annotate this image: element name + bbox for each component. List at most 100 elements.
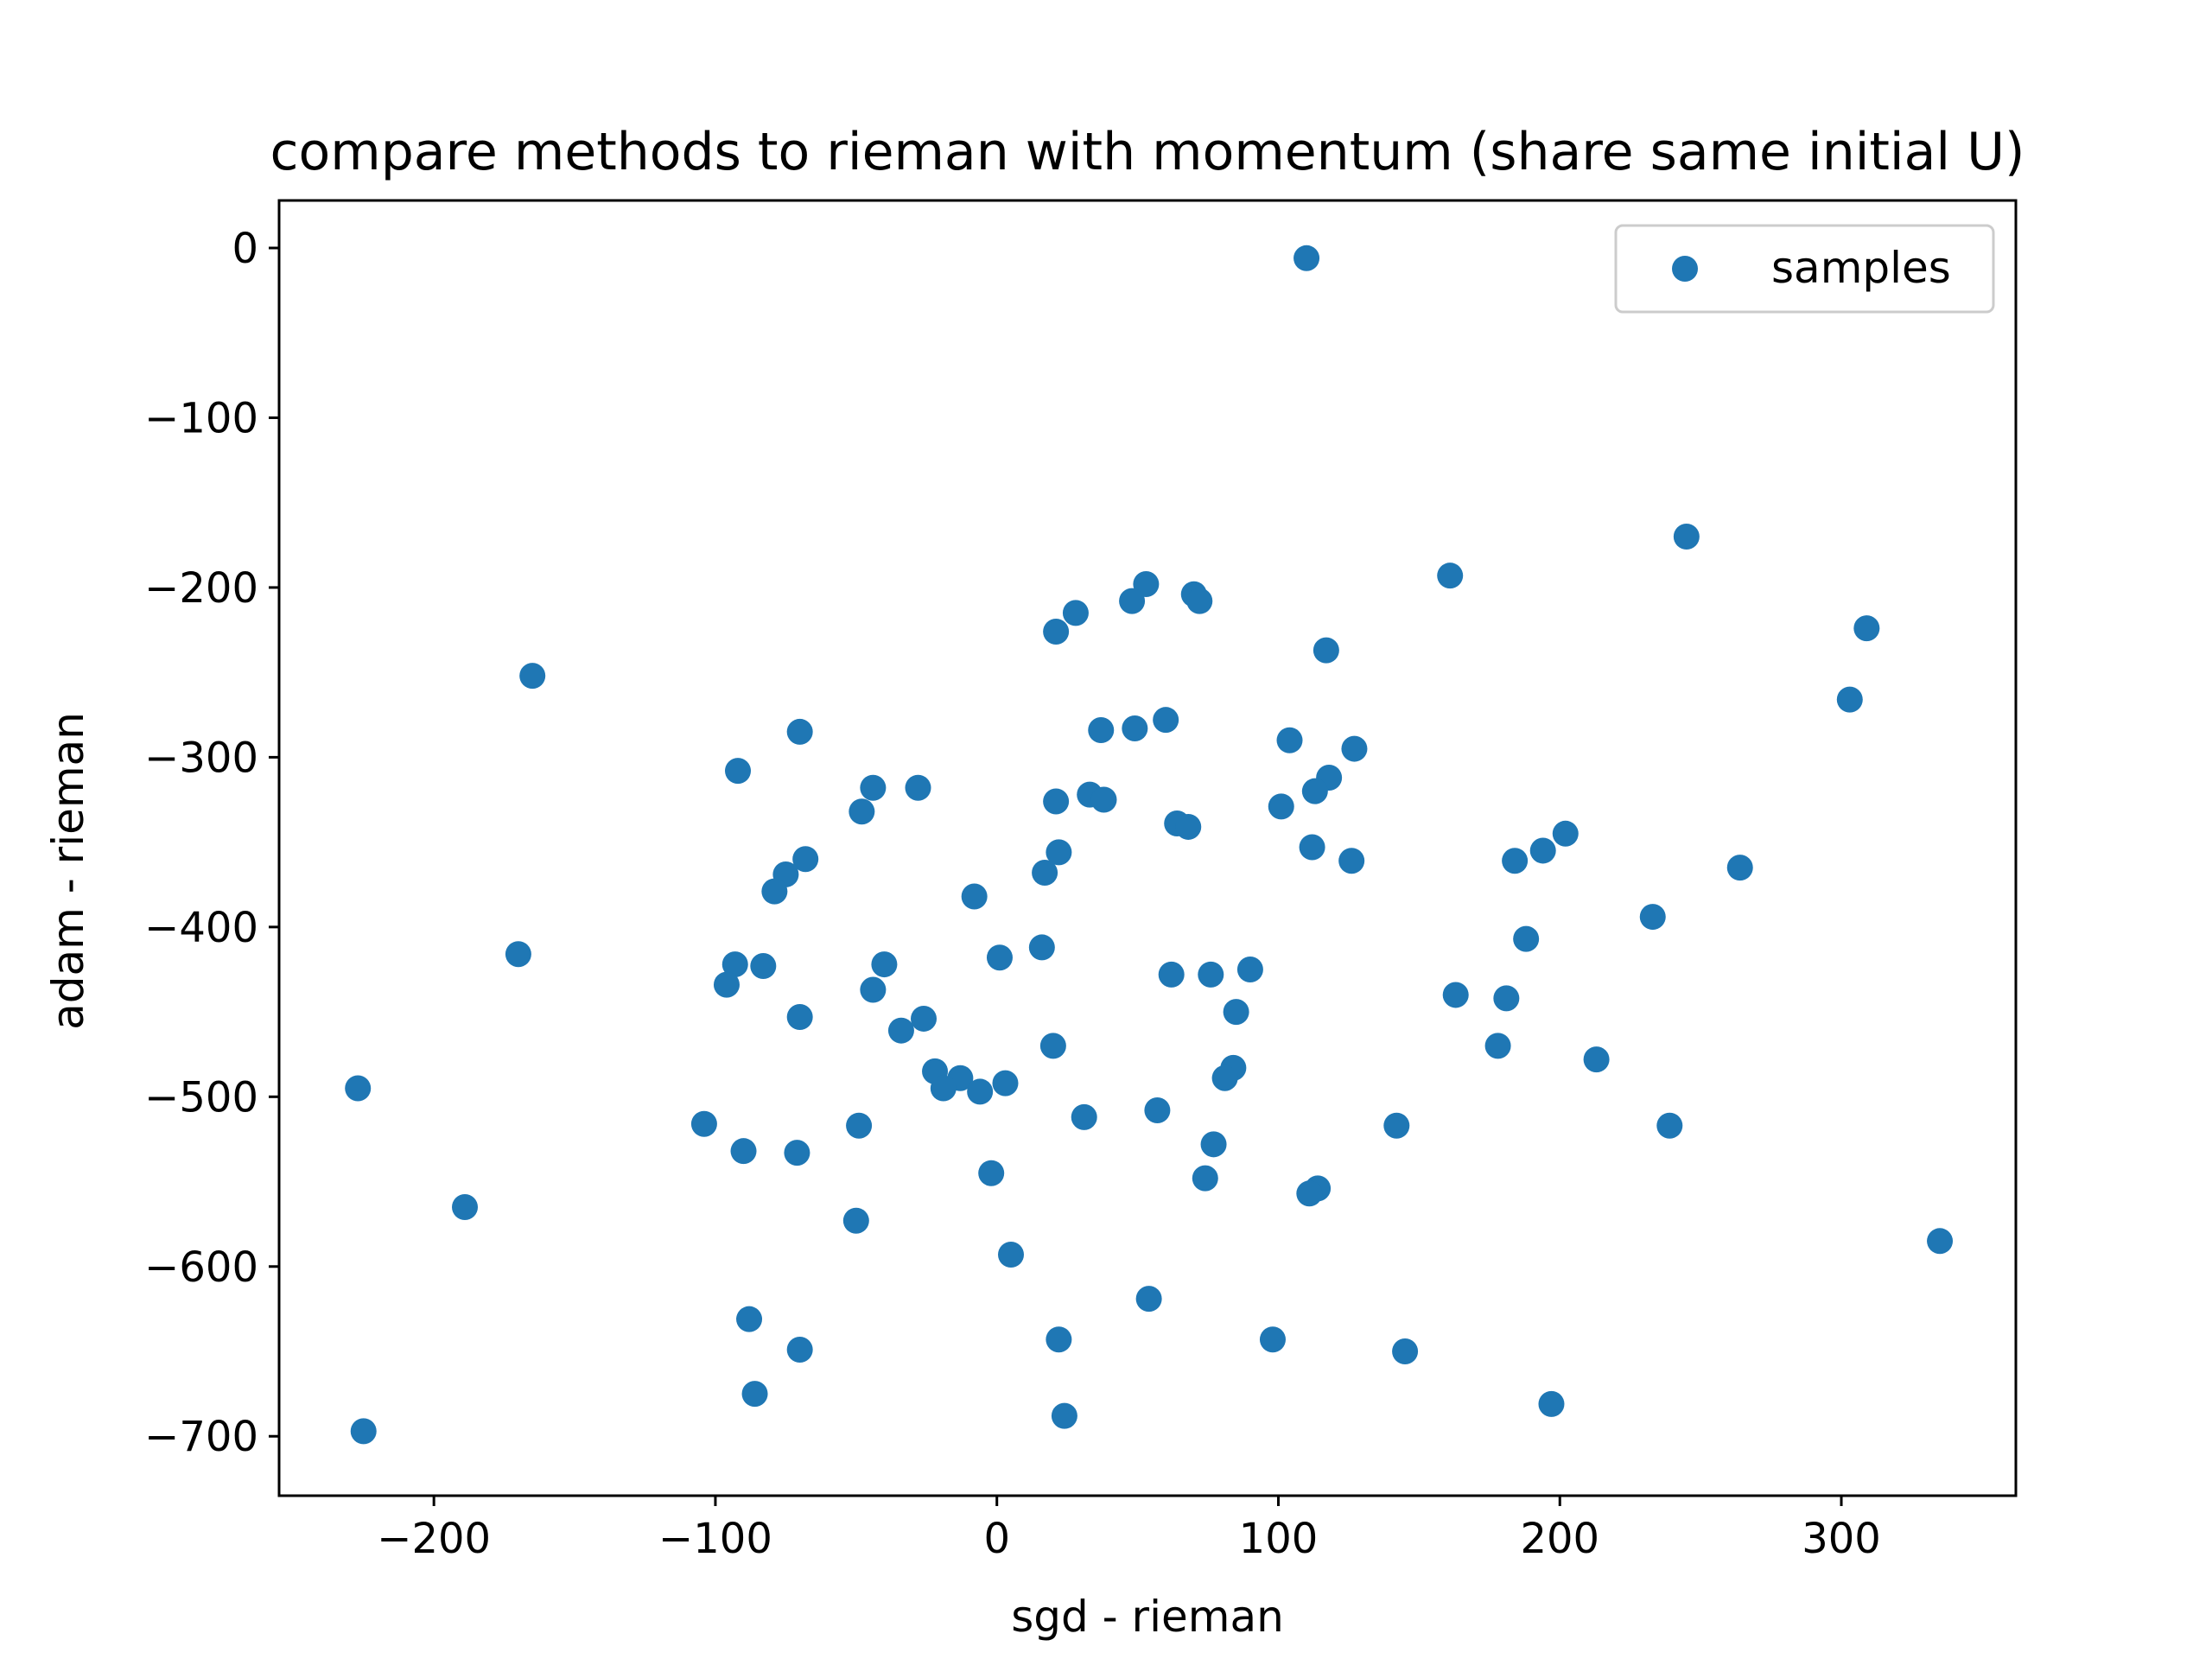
data-point [1383, 1112, 1410, 1139]
data-point [905, 774, 931, 801]
data-point [1153, 707, 1179, 734]
data-point [1158, 961, 1185, 988]
data-point [1484, 1033, 1511, 1059]
data-point [1442, 982, 1469, 1008]
data-point [721, 951, 748, 978]
data-point [1341, 735, 1368, 762]
chart-title: compare methods to rieman with momentum … [270, 122, 2025, 182]
data-point [519, 663, 546, 690]
data-point [1513, 925, 1540, 952]
data-point [967, 1078, 994, 1105]
data-point [1294, 245, 1320, 271]
data-point [1437, 563, 1464, 589]
data-point [1211, 1065, 1238, 1091]
y-tick-label: −300 [144, 734, 258, 782]
data-point [1090, 786, 1117, 813]
y-axis-ticks: 0 −100 −200 −300 −400 −500 −600 −700 [144, 225, 279, 1461]
data-point [978, 1160, 1005, 1186]
data-point [992, 1070, 1019, 1096]
data-point [1088, 716, 1115, 743]
data-point [1538, 1390, 1565, 1417]
data-point [345, 1075, 372, 1102]
data-point [1392, 1338, 1419, 1365]
data-point [1836, 686, 1863, 713]
data-point [1726, 855, 1753, 881]
x-tick-label: −100 [658, 1515, 772, 1563]
y-tick-label: −400 [144, 904, 258, 952]
data-point [911, 1005, 938, 1032]
x-axis-label: sgd - rieman [1011, 1592, 1284, 1642]
data-point [998, 1242, 1025, 1268]
data-point [1301, 778, 1328, 804]
x-tick-label: 200 [1520, 1515, 1599, 1563]
data-point [849, 798, 875, 825]
data-point [1186, 588, 1213, 614]
data-point [842, 1207, 869, 1234]
data-point [690, 1110, 717, 1137]
data-point [750, 953, 777, 980]
data-point [1502, 848, 1529, 874]
y-tick-label: −200 [144, 564, 258, 613]
data-point [1200, 1131, 1227, 1158]
data-point [846, 1112, 873, 1139]
data-point [1135, 1286, 1162, 1313]
data-point [1299, 834, 1325, 861]
data-point [786, 718, 813, 745]
data-point [730, 1138, 757, 1165]
data-point [350, 1418, 377, 1445]
data-point [1583, 1046, 1610, 1073]
plot-area [277, 199, 2018, 1497]
data-point [1639, 904, 1666, 931]
legend-box [1614, 224, 1995, 314]
data-point [1198, 961, 1224, 988]
data-point [1656, 1112, 1683, 1139]
x-axis-ticks: −200 −100 0 100 200 300 [377, 1496, 1881, 1563]
data-point [1043, 788, 1070, 815]
data-point [986, 944, 1013, 971]
data-point [1039, 1033, 1066, 1059]
x-tick-label: 300 [1802, 1515, 1881, 1563]
data-point [1493, 985, 1520, 1012]
data-point [930, 1075, 957, 1102]
y-tick-label: −700 [144, 1413, 258, 1461]
data-point [1032, 859, 1058, 886]
data-point [887, 1017, 914, 1044]
y-tick-label: −600 [144, 1243, 258, 1292]
data-point [786, 1003, 813, 1030]
data-point [761, 878, 788, 905]
data-point [713, 971, 740, 998]
data-point [725, 758, 752, 785]
data-point [871, 951, 898, 978]
x-tick-label: −200 [377, 1515, 491, 1563]
data-point [860, 774, 887, 801]
data-point [1119, 588, 1146, 614]
data-point [1192, 1165, 1218, 1192]
data-point [784, 1140, 810, 1166]
data-point [1051, 1402, 1077, 1429]
data-point [961, 883, 988, 910]
data-point [1071, 1103, 1097, 1130]
data-point [736, 1306, 763, 1332]
data-point [1529, 837, 1556, 864]
data-point [1043, 619, 1070, 645]
data-point [860, 976, 887, 1003]
data-point [1236, 956, 1263, 982]
data-point [1268, 793, 1294, 820]
data-point [1313, 637, 1339, 664]
data-point [1223, 999, 1249, 1026]
data-point [1552, 820, 1579, 847]
data-point [1062, 600, 1089, 626]
data-point [1927, 1228, 1954, 1255]
y-tick-label: −500 [144, 1073, 258, 1122]
data-point [1175, 813, 1202, 840]
data-point [1046, 839, 1072, 866]
data-point [1853, 615, 1880, 642]
data-point [741, 1381, 768, 1408]
data-point [1122, 715, 1148, 741]
x-tick-label: 0 [983, 1515, 1010, 1563]
y-tick-label: 0 [232, 225, 258, 273]
data-point [1028, 934, 1055, 961]
data-point [792, 846, 819, 873]
data-point [1259, 1326, 1286, 1353]
